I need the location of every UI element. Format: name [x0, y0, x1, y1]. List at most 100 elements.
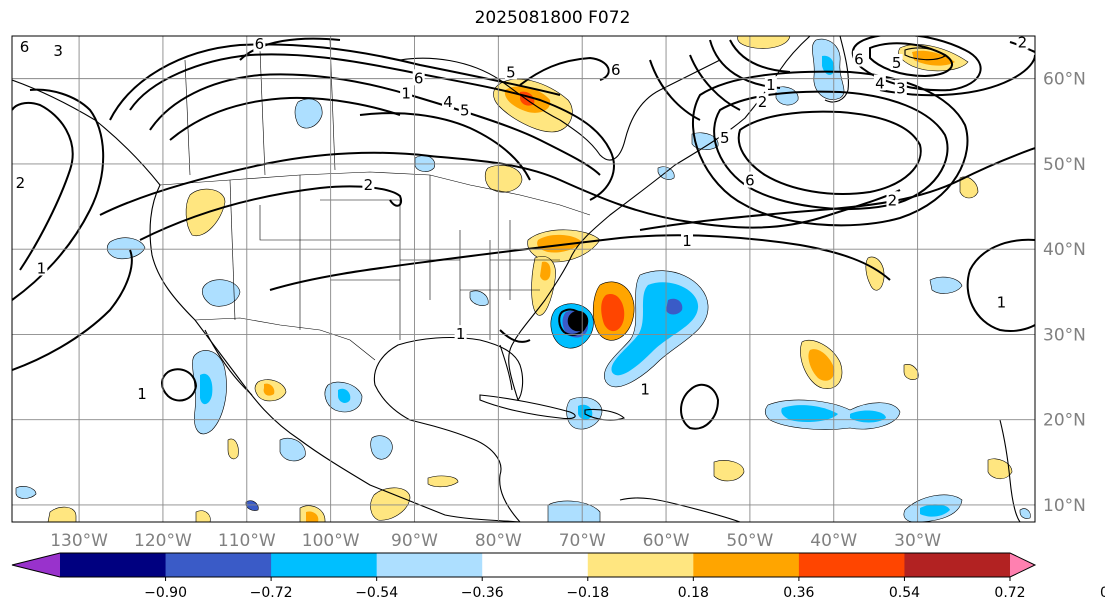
map-frame [11, 35, 1036, 523]
contour-label: 1 [682, 232, 692, 250]
contour-label: 1 [640, 381, 650, 399]
contour-label: 3 [896, 80, 906, 98]
lon-tick-label: 70°W [559, 531, 606, 551]
shade-patch [713, 460, 745, 482]
contour-line [12, 88, 105, 301]
contour-label-bg [609, 60, 622, 77]
contour-label: 6 [611, 61, 621, 79]
shade-patch [227, 438, 239, 460]
contour-label: 1 [997, 294, 1007, 312]
contour-label: 3 [53, 42, 63, 60]
shade-patch [691, 132, 719, 150]
contour-line [519, 56, 610, 86]
colorbar-tick-label: −0.18 [566, 585, 609, 601]
lat-tick-label: 20°N [1043, 411, 1086, 431]
colorbar-segment [693, 553, 800, 577]
shade-patch [200, 373, 213, 405]
contour-label: 5 [720, 129, 730, 147]
contour-line [149, 73, 601, 176]
contour-label: 2 [888, 191, 898, 209]
colorbar-tick-label: −0.72 [250, 585, 293, 601]
contour-label-bg [1016, 36, 1029, 50]
shade-patch [195, 510, 211, 522]
shade-patch [959, 176, 979, 199]
shade-patch [547, 500, 601, 522]
colorbar-segment [60, 553, 167, 577]
shade-patch [737, 36, 791, 49]
shade-patch [1019, 508, 1031, 519]
shade-patch [263, 383, 275, 396]
contour-label: 1 [401, 85, 411, 103]
shade-patch [666, 298, 683, 315]
contour-label: 2 [364, 176, 374, 194]
contour-label-bg [362, 175, 375, 192]
contour-line [737, 110, 922, 195]
contour-label: 5 [892, 54, 902, 72]
colorbar-tick-label: −0.36 [461, 585, 504, 601]
shade-patch [987, 458, 1013, 480]
contour-label: 5 [506, 63, 516, 81]
contour-line [169, 96, 401, 141]
state-border [184, 59, 191, 176]
shade-patch [912, 50, 955, 66]
lon-tick-label: 40°W [810, 531, 857, 551]
contour-label: 5 [460, 102, 470, 120]
coastline-florida [499, 344, 513, 391]
shade-patch [427, 475, 459, 488]
colorbar-tick-label: −0.54 [355, 585, 398, 601]
contour-label-bg [52, 42, 65, 59]
contour-line [269, 234, 891, 291]
longitude-labels: 130°W 120°W 110°W 100°W 90°W 80°W 70°W 60°W 50°W… [50, 531, 941, 551]
colorbar-segment [376, 553, 483, 577]
lat-tick-label: 60°N [1043, 70, 1086, 90]
contour-line [12, 101, 74, 271]
coastline-west [12, 79, 521, 522]
colorbar-tick-label: 0.18 [678, 585, 709, 601]
contour-label-bg [35, 259, 48, 276]
contour-line [499, 329, 531, 343]
colorbar-extend-high [1010, 553, 1035, 577]
contour-line [129, 53, 615, 201]
contour-label: 6 [745, 172, 755, 190]
contour-label: 1 [37, 259, 47, 277]
coastline-cuba [479, 394, 576, 420]
borders-layer [159, 39, 591, 361]
contour-label: 2 [16, 174, 26, 192]
contour-label-bg [995, 293, 1008, 310]
contour-label: 1 [137, 385, 147, 403]
shading-layer [15, 36, 1031, 522]
contour-line [359, 112, 531, 181]
shade-patch [201, 279, 241, 307]
shade-patch [294, 98, 323, 129]
contour-label-bg [764, 76, 777, 93]
state-border [259, 49, 266, 176]
colorbar: −0.90 −0.72 −0.54 −0.36 −0.18 0.18 0.36 0.54 0.7… [11, 552, 1105, 601]
contour-line [869, 42, 953, 78]
shade-patch [15, 486, 37, 499]
contour-label: 6 [255, 35, 265, 53]
contour-label-bg [442, 93, 455, 110]
shade-patch [822, 55, 835, 75]
contour-label-bg [18, 37, 31, 54]
coastline-baja [204, 329, 253, 396]
gridlines [12, 36, 1035, 522]
contour-label-bg [454, 325, 467, 342]
shade-patch [47, 506, 77, 522]
contour-label-bg [718, 129, 731, 146]
shade-patch [920, 504, 950, 517]
colorbar-tick-label: 0.36 [783, 585, 814, 601]
contour-label-bg [135, 384, 148, 401]
contour-label-bg [504, 63, 517, 80]
colorbar-extend-low [12, 553, 60, 577]
contour-line [729, 39, 791, 73]
shade-patch [279, 437, 306, 462]
shade-patch [484, 165, 523, 193]
map-title: 2025081800 F072 [474, 8, 631, 28]
lon-tick-label: 90°W [391, 531, 438, 551]
contour-line [691, 70, 969, 227]
coastline-africa [999, 419, 1021, 522]
contour-line [99, 151, 901, 229]
shade-patch [370, 487, 411, 521]
